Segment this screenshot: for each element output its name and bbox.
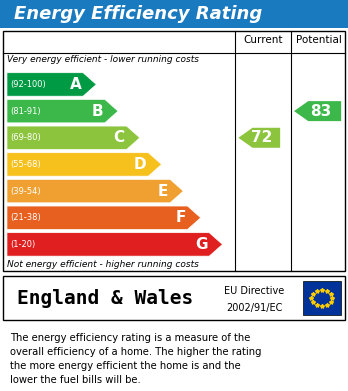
Text: (55-68): (55-68): [10, 160, 41, 169]
Text: (69-80): (69-80): [10, 133, 41, 142]
Text: Very energy efficient - lower running costs: Very energy efficient - lower running co…: [7, 55, 199, 64]
Text: 2002/91/EC: 2002/91/EC: [226, 303, 282, 313]
Text: (1-20): (1-20): [10, 240, 36, 249]
Text: EU Directive: EU Directive: [224, 286, 284, 296]
Text: Current: Current: [243, 36, 283, 45]
Text: F: F: [175, 210, 186, 225]
Text: Potential: Potential: [296, 36, 342, 45]
Polygon shape: [7, 99, 118, 123]
Polygon shape: [7, 206, 201, 230]
Text: Not energy efficient - higher running costs: Not energy efficient - higher running co…: [7, 260, 199, 269]
Text: 83: 83: [310, 104, 331, 118]
Polygon shape: [7, 73, 96, 96]
Text: G: G: [195, 237, 207, 252]
Bar: [303, 281, 341, 315]
Polygon shape: [7, 179, 183, 203]
Text: (39-54): (39-54): [10, 187, 41, 196]
Polygon shape: [7, 153, 161, 176]
Polygon shape: [7, 233, 222, 256]
Text: The energy efficiency rating is a measure of the
overall efficiency of a home. T: The energy efficiency rating is a measur…: [10, 333, 262, 385]
Text: E: E: [158, 184, 168, 199]
Polygon shape: [7, 126, 140, 149]
Polygon shape: [238, 128, 280, 148]
Polygon shape: [294, 101, 341, 121]
Text: Energy Efficiency Rating: Energy Efficiency Rating: [14, 5, 262, 23]
Text: A: A: [70, 77, 81, 92]
Text: (81-91): (81-91): [10, 107, 41, 116]
Text: D: D: [134, 157, 147, 172]
Text: (92-100): (92-100): [10, 80, 46, 89]
Text: 72: 72: [251, 130, 273, 145]
Text: England & Wales: England & Wales: [17, 289, 193, 308]
Text: (21-38): (21-38): [10, 213, 41, 222]
Text: C: C: [114, 130, 125, 145]
Text: B: B: [92, 104, 103, 118]
